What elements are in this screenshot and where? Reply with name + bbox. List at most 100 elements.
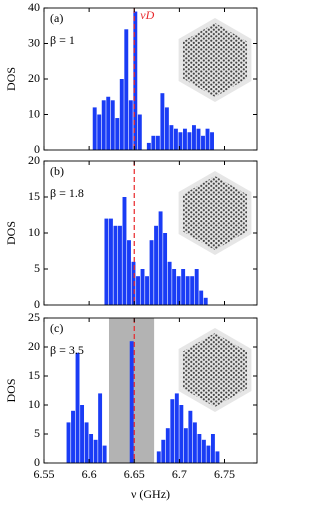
bar: [192, 125, 196, 150]
bar: [158, 211, 163, 305]
y-tick-label: 15: [28, 189, 40, 203]
bar: [115, 118, 120, 150]
bar: [165, 428, 170, 463]
bar: [199, 290, 204, 305]
reference-label: νD: [140, 8, 154, 22]
inset-lattice: [183, 23, 247, 97]
y-tick-label: 40: [28, 0, 40, 14]
bar: [149, 240, 154, 305]
bar: [206, 445, 211, 463]
x-tick-label: 6.7: [172, 467, 187, 481]
x-tick-label: 6.55: [34, 467, 55, 481]
bar: [192, 422, 197, 463]
bar: [181, 269, 186, 305]
bar: [102, 445, 107, 463]
y-tick-label: 0: [34, 455, 40, 469]
plot-frame: [43, 317, 258, 464]
bar: [210, 132, 214, 150]
y-tick-label: 5: [34, 426, 40, 440]
bar: [136, 276, 140, 305]
bar: [108, 218, 113, 305]
y-tick-label: 30: [28, 35, 40, 49]
bar: [210, 434, 215, 463]
bar: [110, 100, 115, 150]
bar: [106, 96, 111, 150]
inset-lattice: [183, 333, 247, 407]
bar: [182, 128, 187, 150]
bar: [154, 225, 159, 305]
y-tick-label: 0: [34, 297, 40, 311]
bar: [196, 128, 201, 150]
annotation: β = 1.8: [50, 186, 84, 200]
bar: [156, 451, 161, 463]
bar: [93, 439, 98, 463]
bar: [140, 269, 145, 305]
bar: [155, 135, 160, 150]
bar: [75, 352, 80, 463]
bar: [137, 114, 142, 150]
panel-label: (c): [50, 321, 63, 335]
bar: [129, 341, 134, 463]
bar: [173, 128, 178, 150]
bar: [84, 422, 89, 463]
bar: [176, 276, 181, 305]
bar: [89, 434, 94, 463]
y-tick-label: 0: [34, 142, 40, 156]
bar: [174, 393, 179, 463]
bar: [92, 107, 97, 150]
y-tick-label: 15: [28, 368, 40, 382]
bar: [160, 93, 165, 150]
y-axis-label: DOS: [4, 67, 18, 91]
bar: [187, 132, 192, 150]
y-axis-label: DOS: [4, 221, 18, 245]
bar: [163, 233, 168, 305]
x-tick-label: 6.75: [214, 467, 235, 481]
y-tick-label: 10: [28, 106, 40, 120]
bar: [178, 132, 183, 150]
bar: [151, 135, 156, 150]
bar: [190, 276, 195, 305]
bar: [101, 100, 106, 150]
bar: [161, 439, 166, 463]
y-tick-label: 20: [28, 153, 40, 167]
bar: [80, 405, 85, 463]
bar: [113, 225, 118, 305]
bar: [124, 29, 129, 150]
bar: [119, 79, 124, 150]
bar: [97, 114, 102, 150]
bar: [133, 11, 138, 150]
bar: [167, 261, 172, 305]
bar: [128, 100, 133, 150]
bar: [169, 125, 174, 150]
inset-lattice: [183, 176, 247, 250]
y-tick-label: 25: [28, 310, 40, 324]
figure: νD 0 10 20 30 40 DOS (a) β = 1 0 5 10 15 20 DOS (b) β = …: [4, 0, 258, 501]
bar: [215, 451, 220, 463]
bar: [194, 269, 199, 305]
bar: [131, 261, 136, 305]
bar: [203, 297, 208, 305]
panel-label: (a): [50, 11, 63, 25]
bar: [188, 410, 193, 463]
y-tick-label: 20: [28, 339, 40, 353]
bar: [179, 405, 184, 463]
bar: [201, 439, 206, 463]
bar: [122, 197, 127, 305]
bar: [201, 135, 205, 150]
y-axis-label: DOS: [4, 378, 18, 402]
bar: [145, 276, 149, 305]
panel-label: (b): [50, 164, 64, 178]
bar: [118, 225, 122, 305]
x-tick-label: 6.6: [82, 467, 97, 481]
annotation: β = 1: [50, 33, 75, 47]
y-tick-label: 10: [28, 225, 40, 239]
bar: [71, 410, 75, 463]
bar: [170, 399, 175, 463]
bar: [183, 428, 188, 463]
bar: [66, 422, 71, 463]
bar: [205, 128, 210, 150]
x-axis-label: ν (GHz): [131, 487, 170, 501]
bar: [98, 393, 103, 463]
y-tick-label: 5: [34, 261, 40, 275]
